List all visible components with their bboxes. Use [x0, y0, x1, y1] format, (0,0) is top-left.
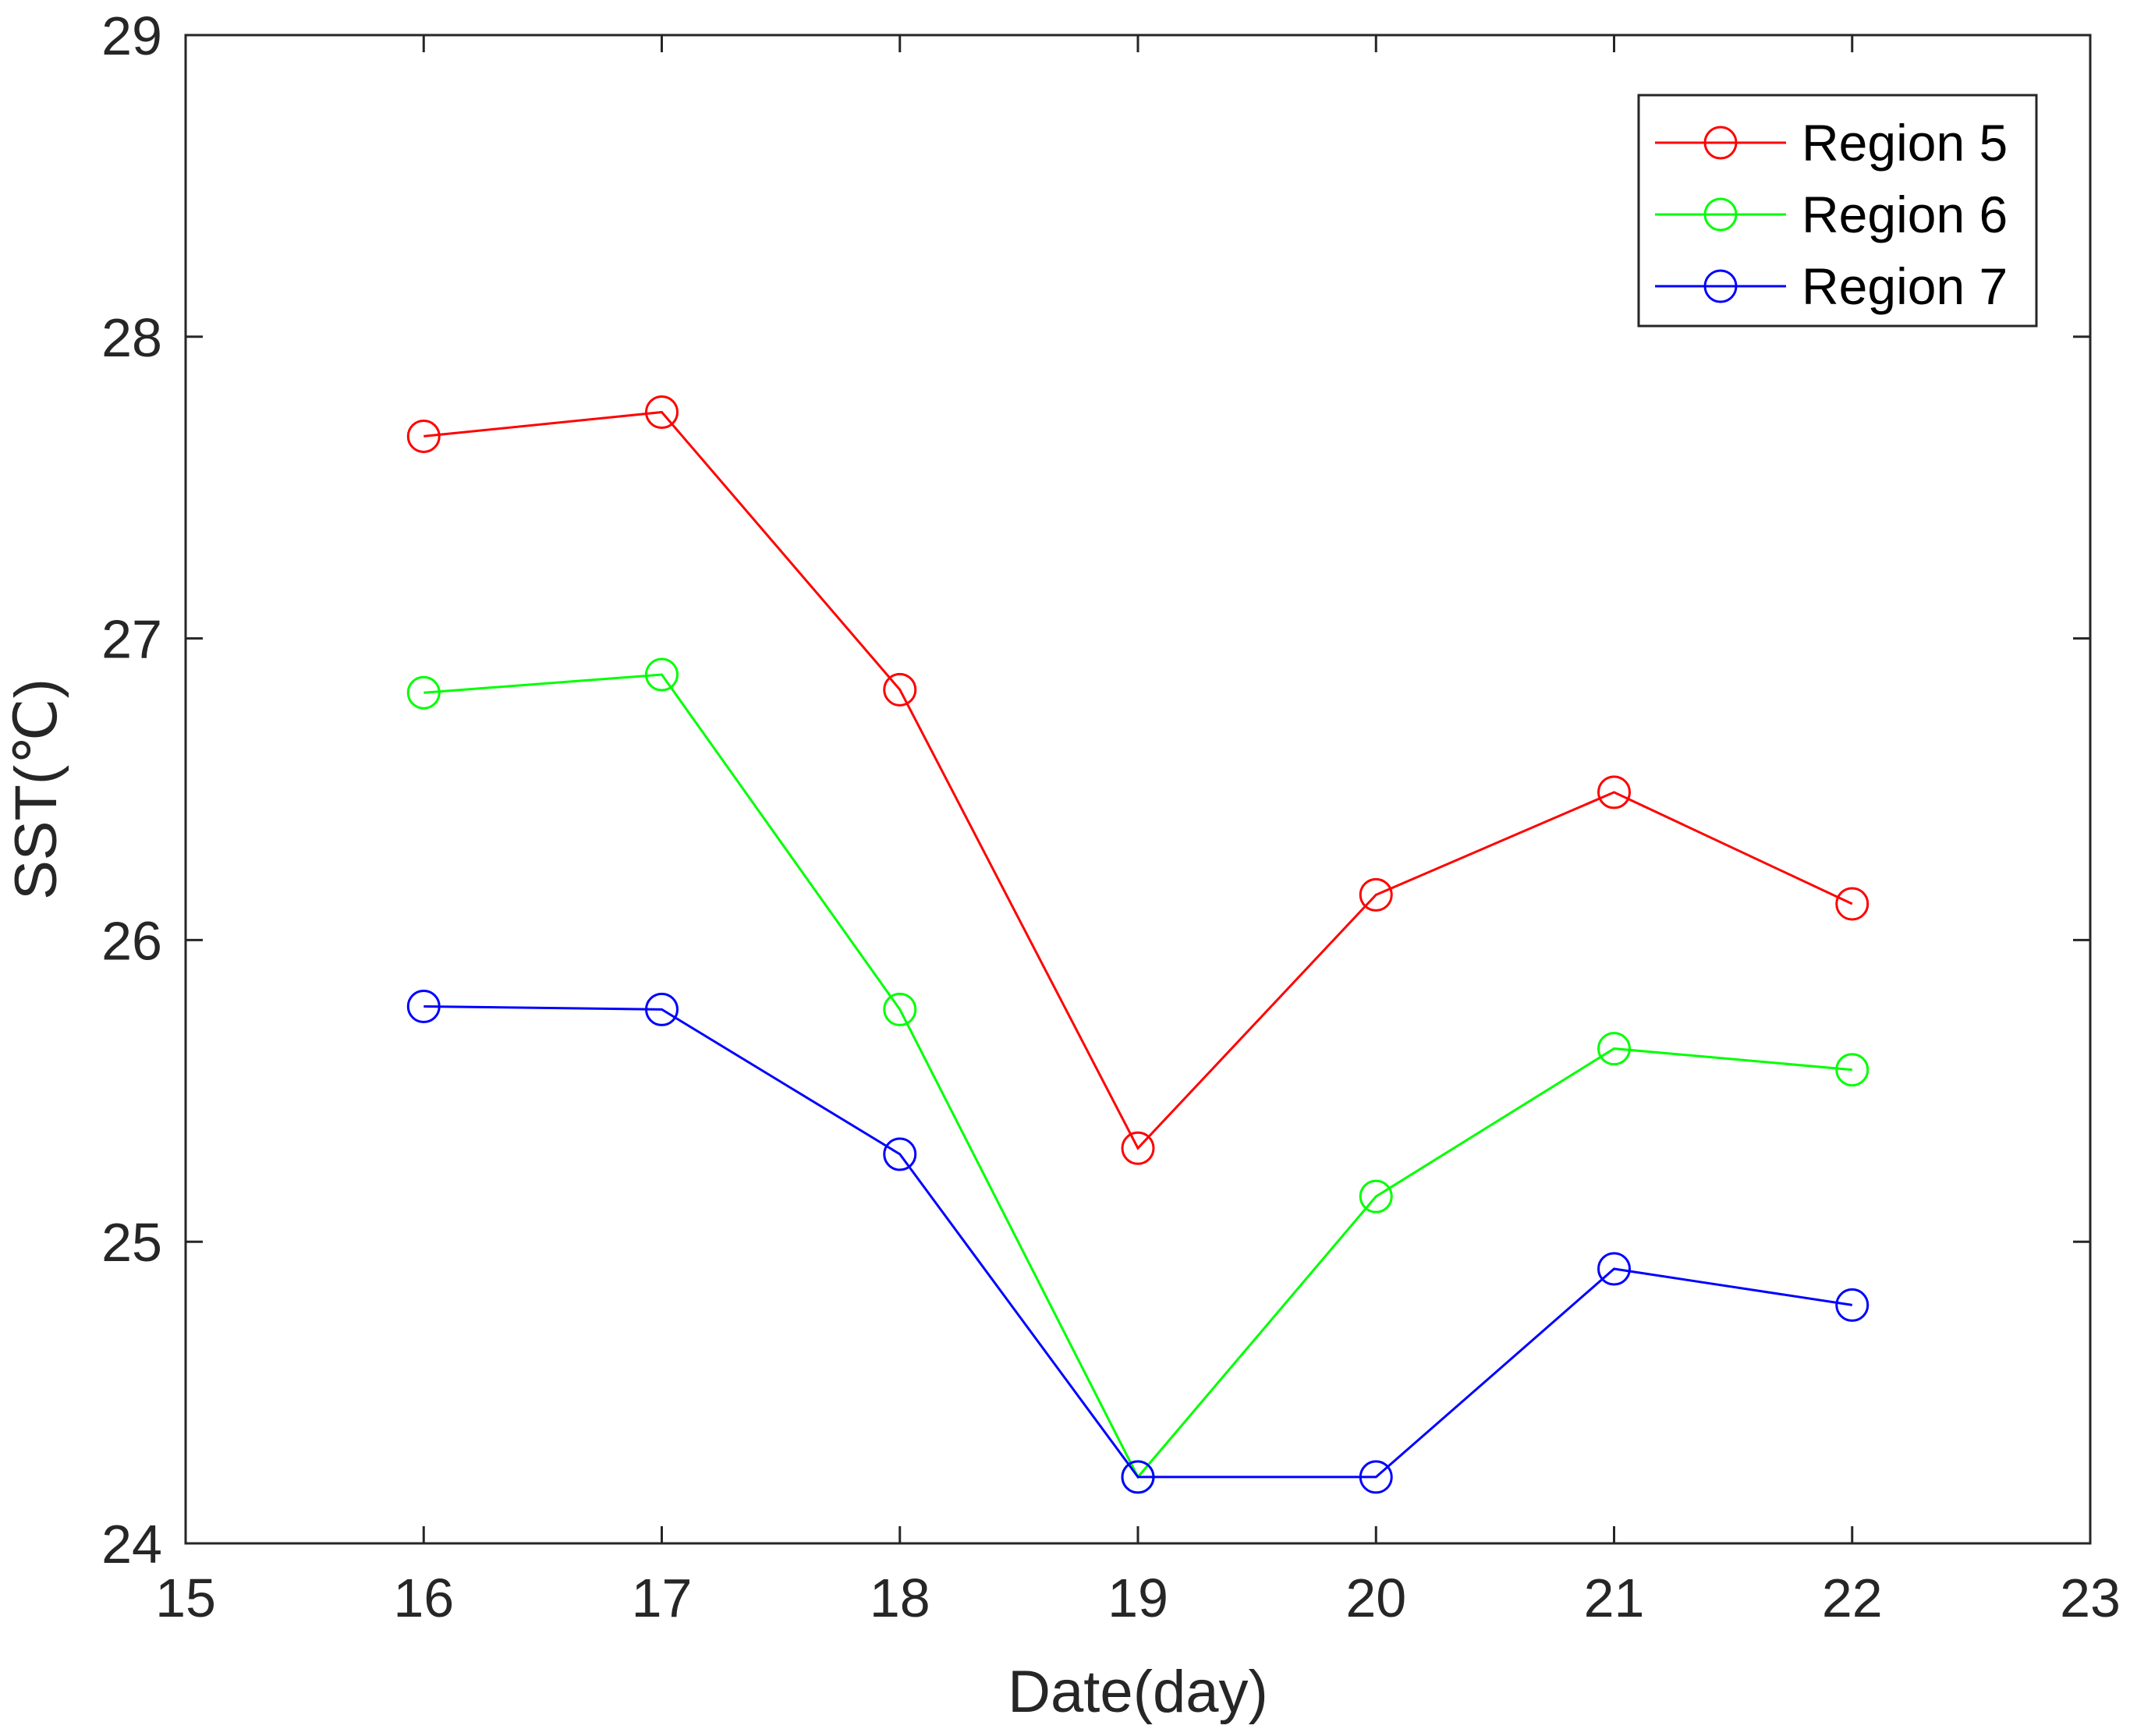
legend-label: Region 6: [1802, 186, 2008, 243]
series-line: [424, 673, 1852, 1479]
y-tick-label: 25: [101, 1212, 162, 1273]
data-point: [1359, 1460, 1393, 1494]
data-point: [406, 989, 441, 1023]
legend-marker: [1703, 126, 1738, 160]
x-tick-label: 21: [1584, 1568, 1645, 1628]
ticks-layer: 15 16 17 18 19 20 21 22 23 24 25 26 27 28 29: [101, 5, 2121, 1628]
data-point: [1835, 1053, 1870, 1087]
y-tick-label: 27: [101, 609, 162, 670]
x-axis-title: Date(day): [1008, 1659, 1268, 1725]
data-point: [1835, 887, 1870, 921]
legend-marker: [1703, 269, 1738, 303]
data-point: [883, 672, 917, 707]
data-point: [645, 395, 679, 429]
data-point: [406, 675, 441, 710]
legend-marker: [1703, 197, 1738, 232]
y-tick-label: 29: [101, 5, 162, 66]
x-tick-label: 17: [632, 1568, 693, 1628]
y-tick-label: 24: [101, 1514, 162, 1575]
data-point: [406, 419, 441, 453]
series-layer: [406, 395, 1870, 1494]
data-point: [645, 657, 679, 692]
series-region-6: [406, 657, 1870, 1494]
data-point: [1121, 1460, 1155, 1494]
y-axis-title: SST(℃): [3, 678, 69, 900]
y-tick-label: 28: [101, 307, 162, 368]
x-tick-label: 23: [2060, 1568, 2121, 1628]
data-point: [1597, 1252, 1631, 1286]
legend-item: Region 6: [1655, 186, 2008, 243]
x-tick-label: 18: [870, 1568, 930, 1628]
data-point: [645, 992, 679, 1026]
series-line: [424, 1005, 1853, 1479]
data-point: [1835, 1288, 1870, 1322]
data-point: [1359, 877, 1393, 912]
series-region-5: [406, 395, 1870, 1165]
x-tick-label: 22: [1822, 1568, 1883, 1628]
x-tick-label: 20: [1345, 1568, 1406, 1628]
data-point: [883, 992, 917, 1026]
series-line: [424, 410, 1853, 1150]
data-point: [1597, 775, 1631, 810]
data-point: [1597, 1032, 1631, 1066]
x-tick-label: 15: [155, 1568, 216, 1628]
data-point: [1359, 1179, 1393, 1213]
legend-label: Region 5: [1802, 114, 2008, 172]
legend-item: Region 7: [1655, 257, 2008, 315]
legend-item: Region 5: [1655, 114, 2008, 172]
data-point: [1121, 1131, 1155, 1165]
data-point: [883, 1137, 917, 1171]
legend: Region 5 Region 6 Region 7: [1637, 94, 2038, 328]
series-region-7: [406, 989, 1870, 1494]
y-tick-label: 26: [101, 910, 162, 971]
x-tick-label: 19: [1108, 1568, 1168, 1628]
x-tick-label: 16: [393, 1568, 454, 1628]
legend-label: Region 7: [1802, 257, 2008, 315]
